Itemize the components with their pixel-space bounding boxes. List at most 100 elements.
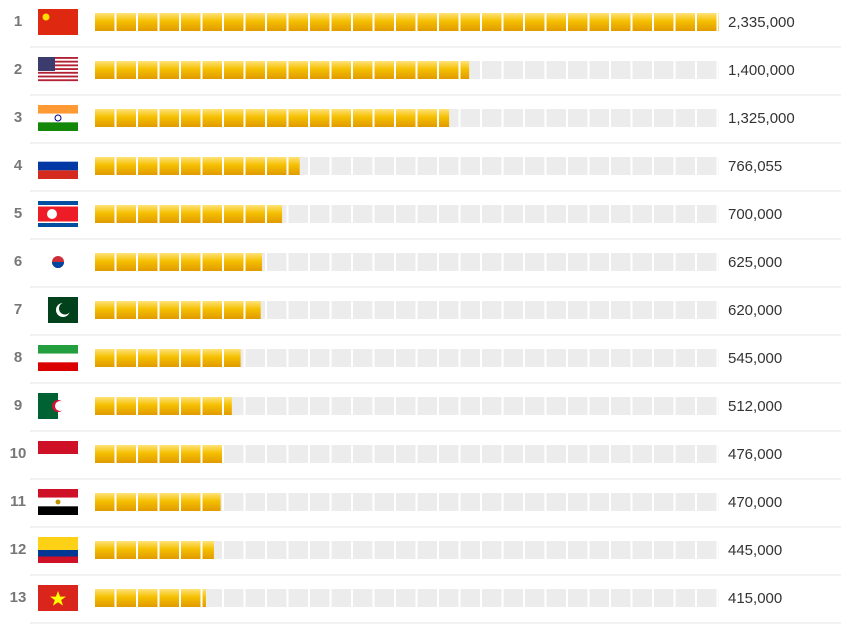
flag-moon — [55, 401, 65, 411]
rank-label: 8 — [14, 349, 22, 366]
value-label: 476,000 — [728, 446, 782, 463]
bar — [95, 445, 223, 463]
rank-label: 4 — [14, 157, 23, 174]
bar-track — [95, 349, 719, 367]
flag — [38, 201, 78, 227]
flag-field — [38, 9, 78, 35]
value-label: 470,000 — [728, 494, 782, 511]
bar-group — [95, 301, 719, 319]
flag — [38, 297, 78, 323]
value-label: 512,000 — [728, 398, 782, 415]
flag-stripe — [38, 489, 78, 498]
bar-track — [95, 541, 719, 559]
value-label: 766,055 — [728, 158, 782, 175]
bar — [95, 157, 300, 175]
bar-track — [95, 493, 719, 511]
flag-stripe — [38, 345, 78, 354]
bar — [95, 61, 470, 79]
value-label: 2,335,000 — [728, 14, 795, 31]
bar-track — [95, 589, 719, 607]
bar-group — [95, 541, 719, 559]
bar — [95, 493, 221, 511]
flag — [38, 489, 78, 515]
flag-stripe — [38, 71, 78, 74]
flag-stripe — [38, 57, 78, 59]
flag — [38, 153, 78, 179]
flag-stripe — [38, 60, 78, 63]
flag — [38, 441, 78, 467]
bar-group — [95, 445, 719, 463]
flag-stripe — [38, 537, 78, 550]
value-label: 700,000 — [728, 206, 782, 223]
flag — [38, 9, 78, 35]
flag — [38, 57, 78, 82]
flag-disc — [47, 209, 57, 219]
bar-group — [95, 589, 719, 607]
rank-label: 7 — [14, 301, 22, 318]
flag-stripe — [38, 454, 78, 467]
flag-star — [50, 591, 66, 606]
bar — [95, 205, 283, 223]
value-label: 620,000 — [728, 302, 782, 319]
rank-label: 9 — [14, 397, 22, 414]
flag-stripe — [38, 153, 78, 162]
value-label: 545,000 — [728, 350, 782, 367]
bar-group — [95, 205, 719, 223]
flag-stripe — [38, 550, 78, 557]
flag-stripe — [38, 64, 78, 67]
flag-stripe — [38, 441, 78, 454]
rank-label: 6 — [14, 253, 22, 270]
bar — [95, 541, 214, 559]
flag-star — [42, 13, 50, 21]
flag-stripe — [38, 362, 78, 371]
bar — [95, 349, 241, 367]
rank-label: 12 — [10, 541, 27, 558]
flag-stripe — [38, 105, 78, 114]
rank-label: 1 — [14, 13, 22, 30]
flag-stripe — [38, 556, 78, 563]
rank-label: 2 — [14, 61, 22, 78]
flag-disc — [52, 262, 64, 268]
flag-stripe — [38, 506, 78, 515]
flag-moon — [59, 302, 71, 315]
flag-half — [38, 393, 58, 419]
flag-band — [38, 206, 78, 222]
flag-wheel — [54, 114, 62, 122]
flag-stripe — [38, 79, 78, 82]
bar-track — [95, 397, 719, 415]
bar — [95, 397, 232, 415]
bar-group — [95, 61, 719, 79]
bar-group — [95, 109, 719, 127]
value-label: 445,000 — [728, 542, 782, 559]
bar-group — [95, 157, 719, 175]
flag — [38, 585, 78, 611]
bar-track — [95, 445, 719, 463]
flag — [38, 537, 78, 563]
bar-group — [95, 493, 719, 511]
flag — [38, 249, 78, 275]
value-label: 625,000 — [728, 254, 782, 271]
bar — [95, 13, 719, 31]
value-label: 415,000 — [728, 590, 782, 607]
flag-stripe — [38, 68, 78, 70]
bar-group — [95, 13, 719, 31]
rank-label: 13 — [10, 589, 27, 606]
flag-stripe — [38, 170, 78, 179]
bar — [95, 589, 206, 607]
flag-stripe — [38, 122, 78, 131]
flag — [38, 393, 78, 419]
bar-group — [95, 397, 719, 415]
bar — [95, 109, 450, 127]
flag-hoist — [38, 297, 48, 323]
flag-eagle — [55, 499, 61, 505]
value-label: 1,400,000 — [728, 62, 795, 79]
bar-group — [95, 253, 719, 271]
flag-stripe — [38, 75, 78, 78]
flag — [38, 105, 78, 131]
flag-stripe — [38, 113, 78, 123]
bar — [95, 301, 261, 319]
flag-stripe — [38, 353, 78, 363]
rank-label: 5 — [14, 205, 22, 222]
value-label: 1,325,000 — [728, 110, 795, 127]
